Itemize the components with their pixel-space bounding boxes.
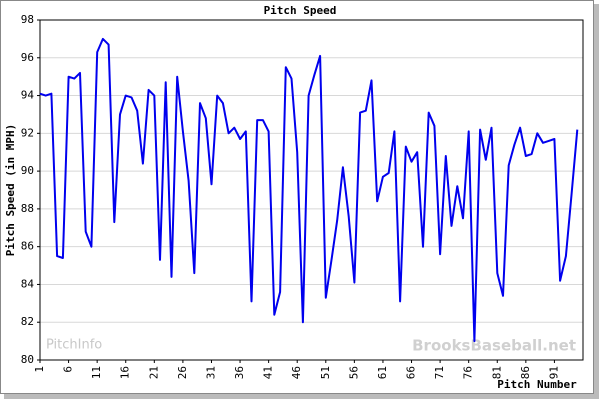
y-tick-label: 94 [21, 89, 35, 102]
x-tick-label: 56 [347, 366, 360, 379]
y-tick-label: 98 [21, 13, 34, 26]
x-tick-label: 11 [90, 366, 103, 379]
y-tick-label: 96 [21, 51, 34, 64]
x-tick-label: 81 [490, 366, 503, 379]
frame [0, 0, 594, 394]
chart-title: Pitch Speed [264, 4, 337, 17]
y-tick-label: 80 [21, 353, 34, 366]
x-tick-label: 76 [462, 366, 475, 379]
y-tick-label: 88 [21, 202, 34, 215]
x-tick-label: 51 [319, 366, 332, 379]
y-axis-label: Pitch Speed (in MPH) [4, 124, 17, 256]
y-tick-label: 90 [21, 164, 34, 177]
x-tick-label: 41 [262, 366, 275, 379]
y-tick-label: 86 [21, 240, 34, 253]
x-tick-label: 61 [376, 366, 389, 379]
data-line [39, 37, 579, 343]
x-tick-label: 36 [233, 366, 246, 379]
y-tick-label: 84 [21, 277, 35, 290]
shadow [4, 394, 599, 399]
x-tick-label: 31 [204, 366, 217, 379]
x-tick-label: 46 [290, 366, 303, 379]
x-tick-label: 71 [433, 366, 446, 379]
x-tick-label: 91 [547, 366, 560, 379]
x-tick-label: 16 [119, 366, 132, 379]
x-tick-label: 6 [62, 366, 75, 373]
x-tick-label: 26 [176, 366, 189, 379]
x-tick-label: 21 [147, 366, 160, 379]
watermark: PitchInfo [46, 338, 102, 353]
x-tick-label: 86 [519, 366, 532, 379]
shadow [594, 4, 599, 399]
x-axis-label: Pitch Number [497, 378, 577, 391]
y-tick-label: 82 [21, 315, 34, 328]
watermark: BrooksBaseball.net [412, 337, 576, 355]
x-tick-label: 66 [405, 366, 418, 379]
y-tick-label: 92 [21, 126, 34, 139]
plot-area [39, 19, 584, 361]
x-tick-label: 1 [33, 366, 46, 373]
